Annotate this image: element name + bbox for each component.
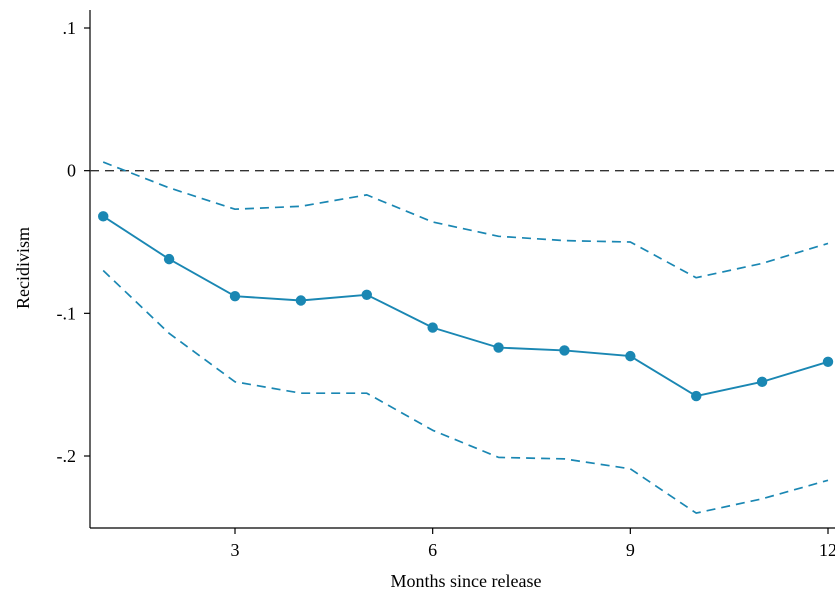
estimate-point bbox=[98, 211, 109, 222]
y-axis-title: Recidivism bbox=[13, 227, 33, 309]
estimate-point bbox=[822, 356, 834, 368]
x-ticks: 3 6 9 12 bbox=[231, 528, 835, 560]
estimate-point bbox=[427, 322, 438, 333]
estimate-point bbox=[756, 376, 768, 388]
y-tick-label: .1 bbox=[63, 18, 77, 38]
estimate-point bbox=[625, 350, 636, 362]
x-tick-label: 6 bbox=[428, 540, 437, 560]
y-ticks: .1 0 -.1 -.2 bbox=[57, 18, 90, 466]
estimate-line bbox=[102, 215, 829, 398]
upper-ci-line bbox=[102, 161, 829, 279]
estimate-point bbox=[361, 289, 372, 300]
y-tick-label: -.2 bbox=[57, 446, 77, 466]
series-layer bbox=[98, 161, 834, 514]
y-tick-label: -.1 bbox=[57, 303, 77, 323]
estimate-point bbox=[559, 345, 570, 356]
estimate-point bbox=[691, 390, 702, 402]
x-tick-label: 9 bbox=[626, 540, 635, 560]
estimate-point bbox=[163, 253, 175, 265]
y-tick-label: 0 bbox=[67, 161, 76, 181]
x-tick-label: 12 bbox=[819, 540, 835, 560]
estimate-point bbox=[493, 342, 504, 353]
lower-ci-line bbox=[102, 269, 829, 514]
x-axis-title: Months since release bbox=[391, 571, 542, 591]
axes bbox=[89, 10, 835, 529]
estimate-point bbox=[295, 295, 307, 306]
x-tick-label: 3 bbox=[231, 540, 240, 560]
estimate-point bbox=[229, 291, 241, 302]
